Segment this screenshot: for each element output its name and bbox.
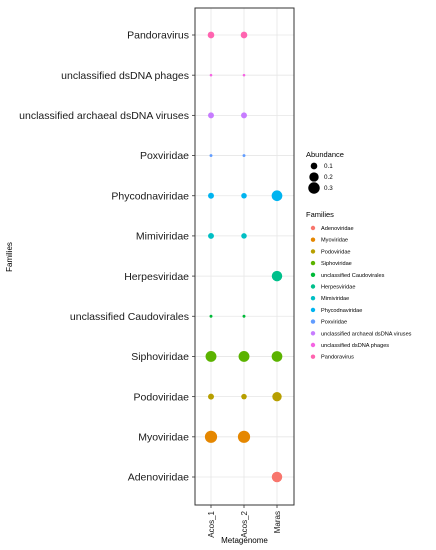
point-pandoravirus-acos-1 (207, 31, 215, 39)
point-phycodnaviridae-acos-1 (208, 192, 214, 199)
color-legend-key-podoviridae (310, 249, 316, 254)
size-legend: Abundance 0.1 0.2 0.3 (306, 150, 344, 194)
point-mimiviridae-acos-2 (241, 233, 247, 239)
y-tick-label-unclassified-dsdna-phages: unclassified dsDNA phages (61, 70, 189, 82)
size-legend-key-3 (308, 182, 320, 194)
point-unclassified-dsdna-phages-acos-2 (242, 73, 246, 77)
color-legend-label-unclassified-dsdna-phages: unclassified dsDNA phages (321, 343, 389, 349)
point-poxviridae-acos-1 (209, 154, 213, 158)
point-mimiviridae-acos-1 (208, 232, 214, 239)
color-legend-key-poxviridae (310, 319, 316, 324)
point-myoviridae-acos-1 (204, 430, 218, 443)
x-tick-label-maras: Maras (273, 511, 282, 533)
point-siphoviridae-maras (271, 351, 283, 362)
y-tick-label-pandoravirus: Pandoravirus (127, 30, 189, 42)
y-tick-label-myoviridae: Myoviridae (138, 432, 189, 444)
y-tick-label-mimiviridae: Mimiviridae (136, 231, 189, 243)
color-legend-label-pandoravirus: Pandoravirus (321, 355, 354, 361)
point-unclassified-archaeal-dsdna-viruses-acos-2 (241, 112, 247, 119)
point-podoviridae-acos-2 (241, 393, 247, 400)
color-legend-label-myoviridae: Myoviridae (321, 238, 348, 244)
size-legend-key-1 (310, 162, 318, 170)
size-legend-label-3: 0.3 (324, 185, 333, 192)
size-legend-label-2: 0.2 (324, 174, 333, 181)
point-podoviridae-maras (272, 391, 282, 402)
grid-layer (195, 8, 294, 505)
x-axis-ticks: Acos_1 Acos_2 Maras (207, 505, 282, 538)
point-unclassified-caudovirales-acos-2 (242, 314, 246, 318)
y-tick-label-poxviridae: Poxviridae (140, 150, 189, 162)
color-legend-label-phycodnaviridae: Phycodnaviridae (321, 308, 362, 314)
color-legend-key-unclassified-caudovirales (310, 272, 316, 277)
color-legend-label-unclassified-archaeal-dsdna-viruses: unclassified archaeal dsDNA viruses (321, 331, 412, 337)
point-phycodnaviridae-acos-2 (241, 192, 247, 199)
size-legend-label-1: 0.1 (324, 163, 333, 170)
point-pandoravirus-acos-2 (240, 31, 248, 39)
size-legend-title: Abundance (306, 150, 344, 159)
y-tick-label-herpesviridae: Herpesviridae (124, 271, 189, 283)
point-podoviridae-acos-1 (208, 393, 214, 400)
point-poxviridae-acos-2 (242, 154, 246, 158)
color-legend-label-poxviridae: Poxviridae (321, 320, 347, 326)
point-phycodnaviridae-maras (271, 190, 283, 202)
color-legend-key-myoviridae (310, 237, 316, 242)
color-legend-key-pandoravirus (310, 354, 316, 359)
point-siphoviridae-acos-1 (205, 351, 217, 362)
size-legend-key-2 (309, 172, 319, 182)
color-legend-key-phycodnaviridae (310, 307, 316, 313)
point-unclassified-archaeal-dsdna-viruses-acos-1 (208, 112, 214, 119)
color-legend-label-siphoviridae: Siphoviridae (321, 261, 352, 267)
y-tick-label-phycodnaviridae: Phycodnaviridae (111, 190, 189, 202)
color-legend-key-adenoviridae (310, 225, 316, 231)
y-tick-label-siphoviridae: Siphoviridae (131, 351, 189, 363)
x-tick-label-acos-2: Acos_2 (240, 510, 249, 537)
point-unclassified-dsdna-phages-acos-1 (209, 73, 213, 77)
color-legend: Families Adenoviridae Myoviridae Podovirid… (306, 210, 412, 361)
plot-panel-border (194, 7, 295, 506)
color-legend-key-unclassified-dsdna-phages (310, 342, 316, 348)
y-tick-label-unclassified-archaeal-dsdna-viruses: unclassified archaeal dsDNA viruses (19, 110, 189, 122)
point-myoviridae-acos-2 (237, 430, 251, 443)
y-tick-label-unclassified-caudovirales: unclassified Caudovirales (70, 311, 189, 323)
color-legend-label-herpesviridae: Herpesviridae (321, 285, 356, 291)
color-legend-key-herpesviridae (310, 284, 316, 289)
color-legend-label-mimiviridae: Mimiviridae (321, 296, 349, 302)
color-legend-key-siphoviridae (310, 260, 316, 266)
color-legend-key-unclassified-archaeal-dsdna-viruses (310, 331, 316, 336)
points-layer (204, 31, 283, 483)
y-tick-label-podoviridae: Podoviridae (134, 391, 190, 403)
point-unclassified-caudovirales-acos-1 (209, 314, 213, 318)
y-axis-title: Families (5, 242, 14, 272)
x-tick-label-acos-1: Acos_1 (207, 510, 216, 537)
point-siphoviridae-acos-2 (238, 351, 250, 362)
y-tick-label-adenoviridae: Adenoviridae (128, 472, 189, 484)
color-legend-title: Families (306, 210, 334, 219)
color-legend-label-podoviridae: Podoviridae (321, 249, 351, 255)
point-herpesviridae-maras (271, 270, 283, 282)
x-axis-title: Metagenome (221, 536, 268, 545)
color-legend-label-adenoviridae: Adenoviridae (321, 226, 354, 232)
color-legend-label-unclassified-caudovirales: unclassified Caudovirales (321, 273, 385, 279)
color-legend-key-mimiviridae (310, 296, 316, 301)
y-axis-ticks: Adenoviridae Myoviridae Podoviridae Siphovi… (19, 30, 195, 484)
point-adenoviridae-maras (271, 471, 283, 483)
